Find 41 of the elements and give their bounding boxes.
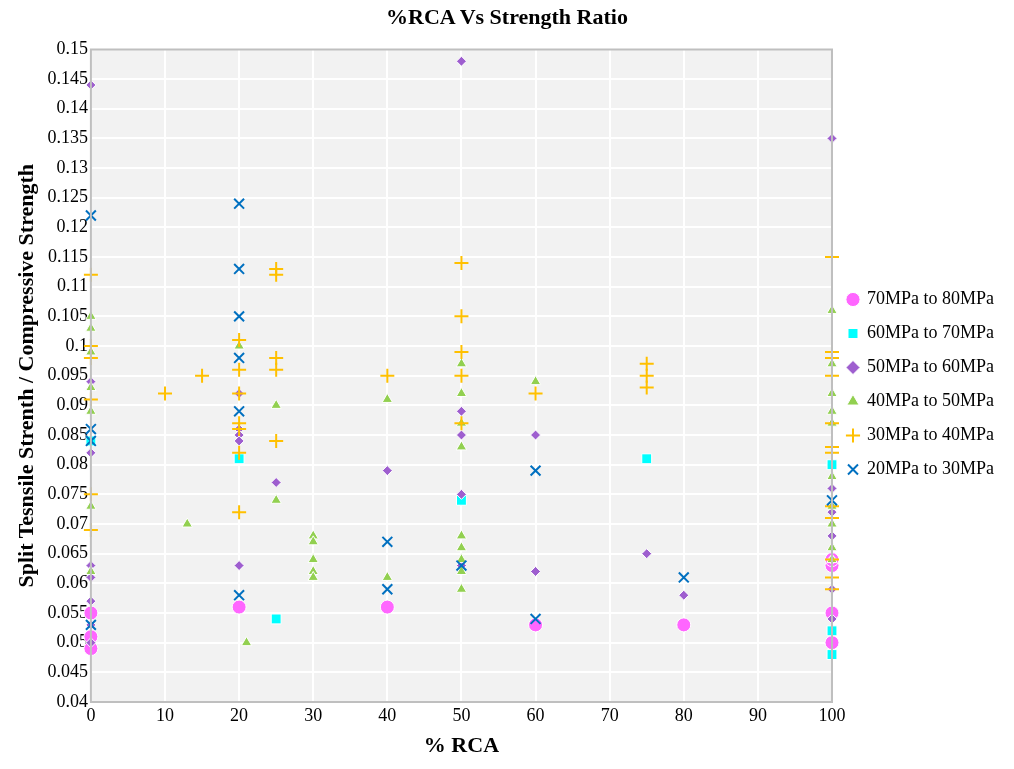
legend-label: 20MPa to 30MPa [866, 458, 995, 479]
legend-label: 60MPa to 70MPa [866, 322, 995, 343]
y-tick-label: 0.145 [47, 67, 88, 88]
x-tick-label: 30 [304, 704, 323, 725]
x-tick-label: 40 [378, 704, 397, 725]
y-tick-label: 0.085 [47, 423, 88, 444]
y-tick-label: 0.09 [56, 394, 88, 415]
y-tick-label: 0.105 [47, 305, 88, 326]
y-tick-label: 0.095 [47, 364, 88, 385]
legend-label: 40MPa to 50MPa [866, 390, 995, 411]
x-axis-title: % RCA [423, 732, 500, 758]
y-axis-title: Split Tesnsile Strenth / Compressive Strength [12, 163, 38, 588]
y-tick-label: 0.15 [56, 38, 88, 59]
x-tick-label: 0 [86, 704, 96, 725]
x-tick-label: 10 [156, 704, 175, 725]
y-tick-label: 0.065 [47, 542, 88, 563]
legend-label: 50MPa to 60MPa [866, 356, 995, 377]
legend-label: 70MPa to 80MPa [866, 288, 995, 309]
x-tick-label: 60 [526, 704, 545, 725]
x-tick-label: 100 [818, 704, 846, 725]
y-tick-label: 0.135 [47, 127, 88, 148]
legend-label: 30MPa to 40MPa [866, 424, 995, 445]
y-tick-label: 0.115 [48, 245, 88, 266]
y-tick-label: 0.1 [65, 334, 88, 355]
x-tick-label: 90 [748, 704, 767, 725]
x-tick-label: 20 [230, 704, 249, 725]
y-tick-label: 0.075 [47, 483, 88, 504]
y-tick-label: 0.11 [57, 275, 88, 296]
y-tick-label: 0.08 [56, 453, 88, 474]
y-tick-label: 0.045 [47, 661, 88, 682]
x-tick-label: 50 [452, 704, 471, 725]
y-tick-label: 0.04 [56, 690, 88, 711]
y-tick-label: 0.07 [56, 512, 88, 533]
y-tick-label: 0.13 [56, 156, 88, 177]
y-tick-label: 0.14 [56, 97, 88, 118]
y-tick-label: 0.125 [47, 186, 88, 207]
x-tick-label: 70 [600, 704, 619, 725]
y-tick-label: 0.06 [56, 572, 88, 593]
y-tick-label: 0.12 [56, 216, 88, 237]
x-tick-label: 80 [674, 704, 693, 725]
chart-title: %RCA Vs Strength Ratio [386, 3, 628, 29]
